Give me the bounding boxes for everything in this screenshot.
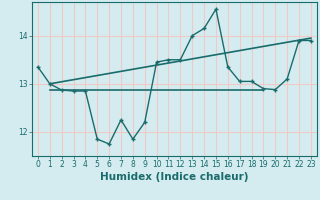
X-axis label: Humidex (Indice chaleur): Humidex (Indice chaleur) xyxy=(100,172,249,182)
